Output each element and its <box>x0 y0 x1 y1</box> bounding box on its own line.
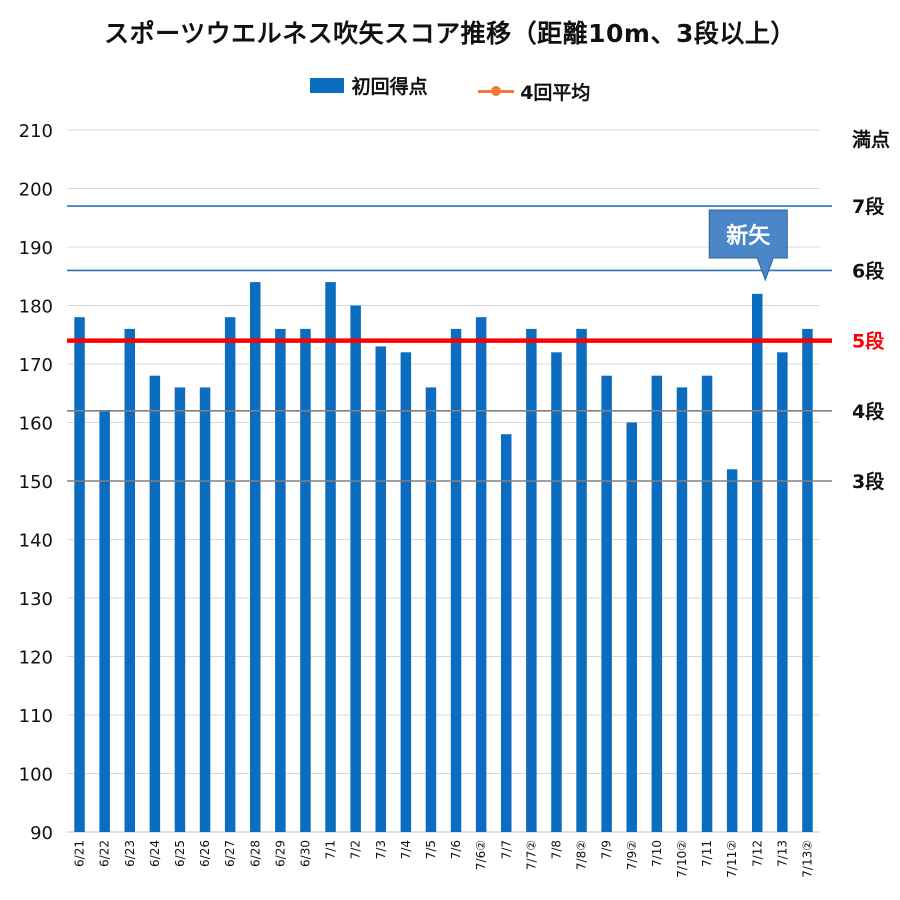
bar <box>601 375 612 832</box>
x-tick-label: 7/12 <box>750 840 764 867</box>
bar <box>501 434 512 832</box>
reference-label: 6段 <box>852 259 885 282</box>
x-tick-label: 7/13 <box>775 840 789 867</box>
bar <box>450 328 462 832</box>
reference-label: 4段 <box>852 400 885 423</box>
legend-item-four-average: 4回平均 <box>478 78 590 105</box>
x-tick-label: 7/8 <box>549 840 563 859</box>
x-tick-label: 6/22 <box>98 840 112 867</box>
x-tick-label: 7/6② <box>474 840 488 870</box>
bar <box>400 352 412 832</box>
legend-swatch-line <box>478 86 515 96</box>
bar <box>224 317 236 832</box>
bar <box>199 387 211 832</box>
y-tick-label: 180 <box>19 297 53 318</box>
bar <box>149 375 161 832</box>
bar <box>325 282 336 833</box>
legend: 初回得点 4回平均 <box>0 72 900 105</box>
bar <box>701 375 713 832</box>
bar <box>526 328 537 832</box>
bar <box>676 387 688 832</box>
x-tick-label: 7/10 <box>650 840 664 867</box>
legend-swatch-bar <box>309 78 344 93</box>
legend-item-first-score: 初回得点 <box>309 72 428 99</box>
y-tick-label: 90 <box>30 823 53 844</box>
y-tick-label: 200 <box>19 180 53 201</box>
bar <box>300 328 311 832</box>
bar <box>576 328 587 832</box>
bar <box>74 317 85 832</box>
y-tick-label: 140 <box>19 531 53 552</box>
y-tick-label: 110 <box>19 706 53 727</box>
bar <box>99 410 110 832</box>
reference-label: 満点 <box>852 129 890 151</box>
chart-title: スポーツウエルネス吹矢スコア推移（距離10m、3段以上） <box>104 19 796 48</box>
reference-label: 3段 <box>852 470 885 493</box>
x-tick-label: 7/6 <box>449 840 463 859</box>
bar <box>651 375 663 832</box>
x-tick-label: 7/10② <box>675 840 689 878</box>
bar <box>752 293 763 832</box>
x-tick-label: 7/7② <box>524 840 538 870</box>
legend-label-first-score: 初回得点 <box>351 76 428 98</box>
x-tick-label: 7/9② <box>625 840 639 870</box>
x-tick-label: 7/5 <box>424 840 438 859</box>
y-tick-label: 100 <box>19 765 53 786</box>
x-tick-label: 6/23 <box>123 840 137 867</box>
y-tick-label: 160 <box>19 414 53 435</box>
x-tick-label: 7/3 <box>374 840 388 859</box>
y-tick-label: 150 <box>19 472 53 493</box>
y-tick-label: 210 <box>19 121 53 142</box>
bar <box>802 328 813 832</box>
x-tick-label: 6/28 <box>248 840 262 867</box>
x-tick-label: 7/2 <box>349 840 363 859</box>
x-tick-label: 7/13② <box>800 840 814 878</box>
bar <box>375 346 386 832</box>
x-tick-label: 7/11② <box>725 840 739 878</box>
legend-label-four-average: 4回平均 <box>520 82 591 104</box>
y-tick-label: 190 <box>19 238 53 259</box>
x-tick-label: 7/8② <box>575 840 589 870</box>
y-tick-label: 120 <box>19 648 53 669</box>
x-tick-label: 6/30 <box>298 840 312 867</box>
y-tick-label: 170 <box>19 355 53 376</box>
x-tick-label: 6/26 <box>198 840 212 867</box>
reference-label: 7段 <box>852 195 885 218</box>
bar <box>124 328 135 832</box>
x-tick-label: 6/27 <box>223 840 237 867</box>
bar <box>275 328 286 832</box>
bar <box>250 282 261 833</box>
x-tick-label: 7/4 <box>399 840 413 859</box>
bar <box>726 469 738 832</box>
bar <box>551 352 562 832</box>
reference-label: 5段 <box>852 330 885 353</box>
x-tick-label: 6/25 <box>173 840 187 867</box>
x-tick-label: 7/7 <box>499 840 513 859</box>
bar <box>777 352 788 832</box>
bar <box>174 387 186 832</box>
x-tick-label: 7/9 <box>600 840 614 859</box>
bar <box>626 422 637 832</box>
bar <box>350 305 361 832</box>
x-tick-label: 6/29 <box>273 840 287 867</box>
bar <box>425 387 437 832</box>
x-tick-label: 7/11 <box>700 840 714 867</box>
annotation-callout <box>708 209 788 282</box>
x-tick-label: 7/1 <box>324 840 338 859</box>
annotation-label: 新矢 <box>726 223 771 249</box>
x-tick-label: 6/21 <box>73 840 87 867</box>
bar <box>475 317 487 832</box>
y-tick-label: 130 <box>19 589 53 610</box>
x-tick-label: 6/24 <box>148 840 162 867</box>
